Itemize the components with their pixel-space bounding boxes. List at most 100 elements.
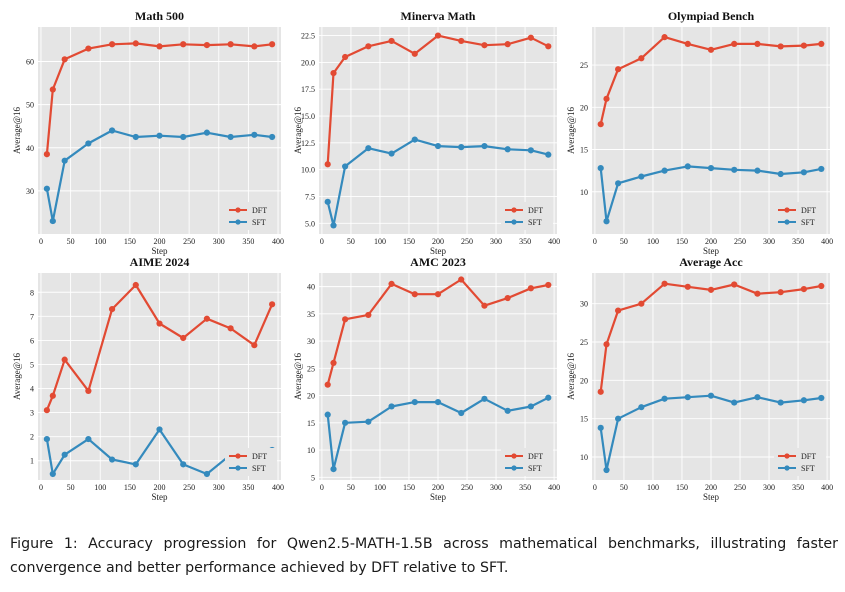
- y-tick-label: 10.0: [301, 166, 315, 175]
- sft-data-point: [49, 470, 56, 478]
- x-tick-label: 350: [242, 483, 254, 492]
- sft-data-point: [49, 217, 56, 225]
- legend-marker-sft: [784, 219, 790, 225]
- dft-data-point: [180, 41, 187, 48]
- y-axis-label: Average@16: [293, 106, 303, 154]
- sft-data-point: [108, 456, 116, 463]
- legend-label-dft: DFT: [252, 452, 267, 461]
- dft-data-point: [342, 53, 349, 61]
- x-tick-label: 400: [548, 483, 560, 492]
- dft-data-point: [481, 302, 488, 309]
- sft-data-point: [365, 145, 372, 152]
- dft-data-point: [330, 70, 337, 77]
- dft-data-point: [545, 281, 552, 289]
- chart-aime-2024: 0 50 100 150 200 250 300 350 400 1 2 3 4 5 6 7 8 AIME 202…: [12, 255, 284, 502]
- sft-data-point: [388, 150, 395, 157]
- x-axis-label: Step: [703, 492, 720, 502]
- sft-data-point: [330, 222, 337, 229]
- legend-label-sft: SFT: [252, 464, 266, 473]
- dft-data-point: [545, 43, 552, 50]
- y-tick-label: 20: [307, 392, 315, 401]
- legend-label-dft: DFT: [528, 206, 543, 215]
- y-tick-label: 20: [580, 376, 588, 385]
- sft-data-point: [754, 167, 761, 174]
- sft-data-point: [458, 144, 465, 151]
- y-tick-label: 6: [30, 336, 34, 345]
- legend-box: [774, 448, 826, 476]
- legend-label-dft: DFT: [801, 206, 816, 215]
- y-axis-label: Average@16: [12, 352, 22, 400]
- sft-data-point: [180, 133, 187, 141]
- y-tick-label: 22.5: [301, 32, 315, 41]
- y-tick-label: 20.0: [301, 58, 315, 67]
- legend-label-sft: SFT: [801, 464, 815, 473]
- x-tick-label: 350: [519, 483, 531, 492]
- x-tick-label: 200: [154, 483, 166, 492]
- dft-series-line: [326, 34, 549, 165]
- sft-data-point: [481, 395, 488, 402]
- dft-series-line: [326, 278, 549, 385]
- y-tick-label: 15: [580, 415, 588, 424]
- sft-data-point: [615, 180, 622, 187]
- chart-title: Math 500: [135, 9, 184, 23]
- x-axis-label: Step: [151, 246, 168, 256]
- dft-data-point: [458, 37, 465, 45]
- y-tick-label: 3: [30, 409, 34, 418]
- x-tick-label: 350: [792, 483, 804, 492]
- legend-label-sft: SFT: [528, 464, 542, 473]
- sft-data-point: [777, 399, 784, 406]
- x-tick-label: 0: [593, 237, 597, 246]
- x-tick-label: 150: [676, 483, 688, 492]
- dft-series-line: [45, 283, 274, 411]
- y-tick-label: 10: [580, 188, 588, 197]
- dft-data-point: [615, 307, 622, 314]
- chart-title: AMC 2023: [410, 255, 466, 269]
- dft-data-point: [777, 43, 784, 50]
- legend-marker-sft: [511, 465, 517, 471]
- dft-data-point: [227, 325, 234, 332]
- dft-data-point: [707, 46, 715, 53]
- sft-data-point: [545, 151, 552, 158]
- x-tick-label: 300: [213, 237, 225, 246]
- x-tick-label: 300: [490, 237, 502, 246]
- y-tick-label: 17.5: [301, 85, 315, 94]
- dft-data-point: [85, 45, 92, 52]
- sft-data-point: [684, 394, 691, 401]
- dft-data-point: [156, 43, 163, 50]
- dft-data-point: [707, 286, 715, 293]
- x-tick-label: 100: [94, 237, 106, 246]
- dft-data-point: [180, 334, 187, 342]
- dft-data-point: [388, 280, 395, 287]
- dft-data-point: [324, 161, 331, 168]
- sft-data-point: [777, 170, 784, 178]
- dft-data-point: [411, 291, 418, 298]
- y-tick-label: 40: [307, 283, 315, 292]
- x-tick-label: 250: [734, 483, 746, 492]
- y-tick-label: 30: [26, 187, 34, 196]
- x-axis-label: Step: [151, 492, 168, 502]
- dft-data-point: [251, 43, 258, 50]
- sft-data-point: [203, 129, 211, 136]
- sft-data-point: [818, 165, 825, 173]
- dft-series-line: [45, 42, 273, 155]
- legend-marker-dft: [235, 453, 241, 459]
- y-tick-label: 40: [26, 144, 34, 153]
- dft-data-point: [504, 294, 511, 302]
- legend-marker-sft: [235, 465, 241, 471]
- dft-data-point: [504, 41, 511, 48]
- dft-data-point: [481, 42, 488, 49]
- legend-marker-dft: [235, 207, 241, 213]
- dft-data-point: [251, 342, 258, 349]
- dft-data-point: [661, 280, 668, 287]
- dft-data-point: [365, 311, 372, 319]
- x-tick-label: 200: [705, 237, 717, 246]
- legend-marker-dft: [511, 207, 517, 213]
- sft-data-point: [504, 407, 511, 414]
- sft-data-point: [203, 470, 211, 478]
- dft-data-point: [43, 151, 50, 158]
- x-tick-label: 150: [403, 483, 415, 492]
- dft-data-point: [132, 281, 139, 289]
- dft-data-point: [731, 281, 738, 288]
- x-tick-label: 200: [432, 483, 444, 492]
- sft-data-point: [458, 409, 465, 417]
